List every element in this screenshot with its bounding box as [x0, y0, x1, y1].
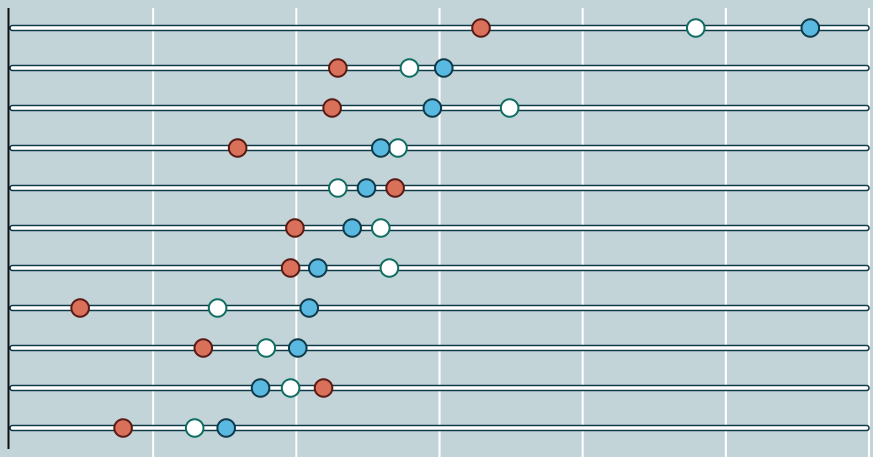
data-point-a — [227, 138, 248, 158]
data-point-a — [193, 338, 214, 358]
data-point-c — [371, 138, 391, 158]
data-point-c — [308, 258, 328, 278]
data-point-a — [328, 58, 348, 78]
data-point-a — [385, 178, 405, 198]
data-point-b — [685, 18, 706, 38]
row-track — [9, 144, 870, 152]
data-point-c — [299, 298, 320, 318]
data-point-c — [342, 218, 362, 238]
row-track — [9, 344, 870, 352]
data-point-b — [379, 258, 400, 278]
row-track — [9, 304, 870, 312]
data-point-a — [113, 418, 133, 438]
row-track — [9, 384, 870, 392]
data-points — [70, 18, 821, 438]
data-point-c — [422, 98, 443, 118]
data-point-b — [388, 138, 408, 158]
data-point-b — [280, 378, 301, 398]
row-track — [9, 224, 870, 232]
data-point-b — [207, 298, 228, 318]
data-point-a — [280, 258, 301, 278]
row-track — [9, 184, 870, 192]
data-point-b — [256, 338, 277, 358]
data-point-b — [399, 58, 420, 78]
row-track — [9, 24, 870, 32]
data-point-c — [216, 418, 236, 438]
row-track — [9, 424, 870, 432]
data-point-a — [471, 18, 491, 38]
data-point-b — [499, 98, 520, 118]
data-point-b — [371, 218, 391, 238]
data-point-a — [70, 298, 90, 318]
data-point-c — [356, 178, 377, 198]
data-point-c — [433, 58, 454, 78]
data-point-b — [184, 418, 205, 438]
data-point-a — [322, 98, 342, 118]
row-track — [9, 264, 870, 272]
data-point-a — [285, 218, 305, 238]
data-point-b — [328, 178, 348, 198]
data-point-c — [800, 18, 821, 38]
data-point-c — [250, 378, 271, 398]
data-point-a — [313, 378, 334, 398]
data-point-c — [287, 338, 308, 358]
